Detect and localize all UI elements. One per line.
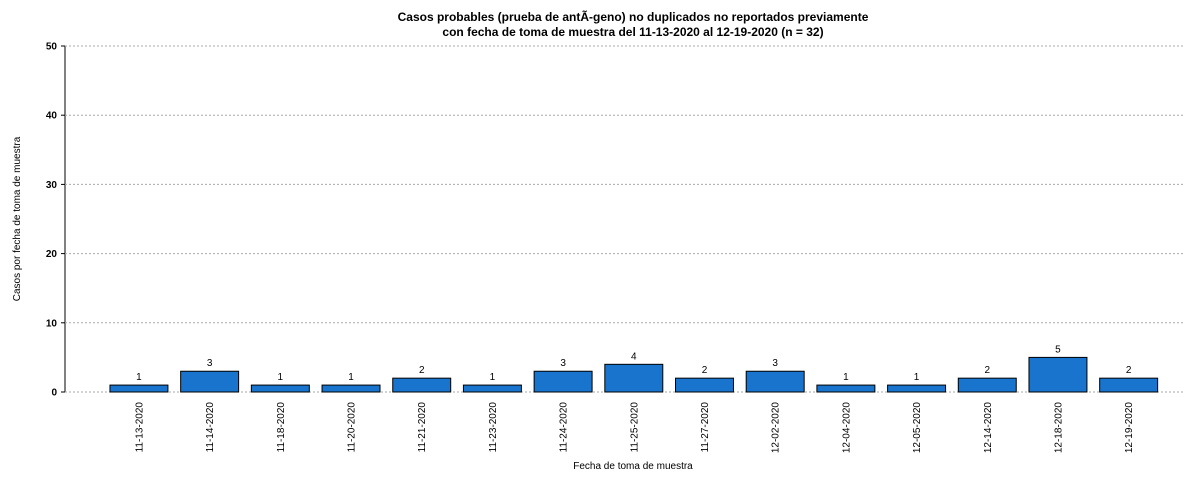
bar [109, 384, 169, 393]
x-tick-label: 11-13-2020 [134, 402, 145, 453]
bar [392, 377, 452, 393]
x-tick-label: 12-18-2020 [1053, 402, 1064, 454]
x-tick-label: 11-23-2020 [488, 402, 499, 453]
data-label: 4 [631, 351, 637, 362]
x-tick-label: 11-14-2020 [205, 402, 216, 453]
y-tick-label: 40 [46, 111, 58, 122]
bar [462, 384, 522, 393]
bar [745, 370, 805, 393]
data-label: 1 [136, 372, 142, 383]
x-tick-label: 11-25-2020 [629, 402, 640, 453]
bar [1028, 356, 1088, 393]
data-label: 2 [984, 365, 990, 376]
x-tick-label: 11-24-2020 [559, 402, 570, 453]
bar [604, 363, 664, 393]
x-tick-label: 12-02-2020 [771, 402, 782, 454]
x-tick-label: 11-20-2020 [347, 402, 358, 453]
data-label: 3 [560, 358, 566, 369]
data-label: 1 [278, 372, 284, 383]
data-label: 1 [490, 372, 496, 383]
x-tick-label: 11-27-2020 [700, 402, 711, 453]
x-tick-label: 12-14-2020 [983, 402, 994, 454]
data-label: 1 [348, 372, 354, 383]
bar [533, 370, 593, 393]
x-tick-label: 12-05-2020 [912, 402, 923, 454]
bar [957, 377, 1017, 393]
x-tick-label: 11-18-2020 [276, 402, 287, 453]
y-axis-label: Casos por fecha de toma de muestra [12, 136, 23, 301]
bar [321, 384, 381, 393]
data-label: 2 [1126, 365, 1132, 376]
data-label: 5 [1055, 344, 1061, 355]
bar [816, 384, 876, 393]
bar [180, 370, 240, 393]
chart-title: con fecha de toma de muestra del 11-13-2… [442, 25, 823, 39]
y-tick-label: 20 [46, 249, 58, 260]
chart-title: Casos probables (prueba de antÃ-geno) no… [398, 9, 869, 24]
data-label: 1 [914, 372, 920, 383]
data-label: 3 [772, 358, 778, 369]
y-tick-label: 0 [51, 388, 57, 399]
x-axis-label: Fecha de toma de muestra [573, 461, 693, 472]
bar [887, 384, 947, 393]
y-tick-label: 50 [46, 42, 58, 53]
data-label: 1 [843, 372, 849, 383]
bar [1099, 377, 1159, 393]
data-label: 2 [702, 365, 708, 376]
y-tick-label: 30 [46, 180, 58, 191]
x-tick-label: 12-19-2020 [1124, 402, 1135, 454]
bar [250, 384, 310, 393]
data-label: 2 [419, 365, 425, 376]
y-tick-label: 10 [46, 318, 58, 329]
bar [675, 377, 734, 393]
data-label: 3 [207, 358, 213, 369]
x-tick-label: 12-04-2020 [841, 402, 852, 454]
x-tick-label: 11-21-2020 [417, 402, 428, 453]
